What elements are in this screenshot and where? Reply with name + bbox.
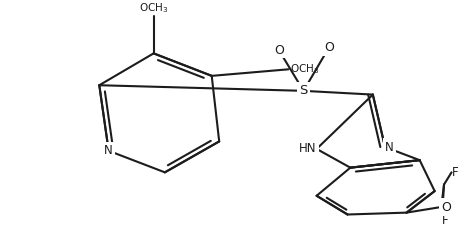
Text: O: O <box>274 44 284 57</box>
Text: OCH$_3$: OCH$_3$ <box>291 62 320 76</box>
Text: N: N <box>385 141 394 154</box>
Text: OCH$_3$: OCH$_3$ <box>139 1 168 15</box>
Text: F: F <box>442 215 449 227</box>
Text: O: O <box>324 41 334 54</box>
Text: S: S <box>299 84 308 97</box>
Text: O: O <box>441 201 451 213</box>
Text: F: F <box>452 166 458 179</box>
Text: HN: HN <box>299 142 317 155</box>
Text: N: N <box>104 144 113 157</box>
